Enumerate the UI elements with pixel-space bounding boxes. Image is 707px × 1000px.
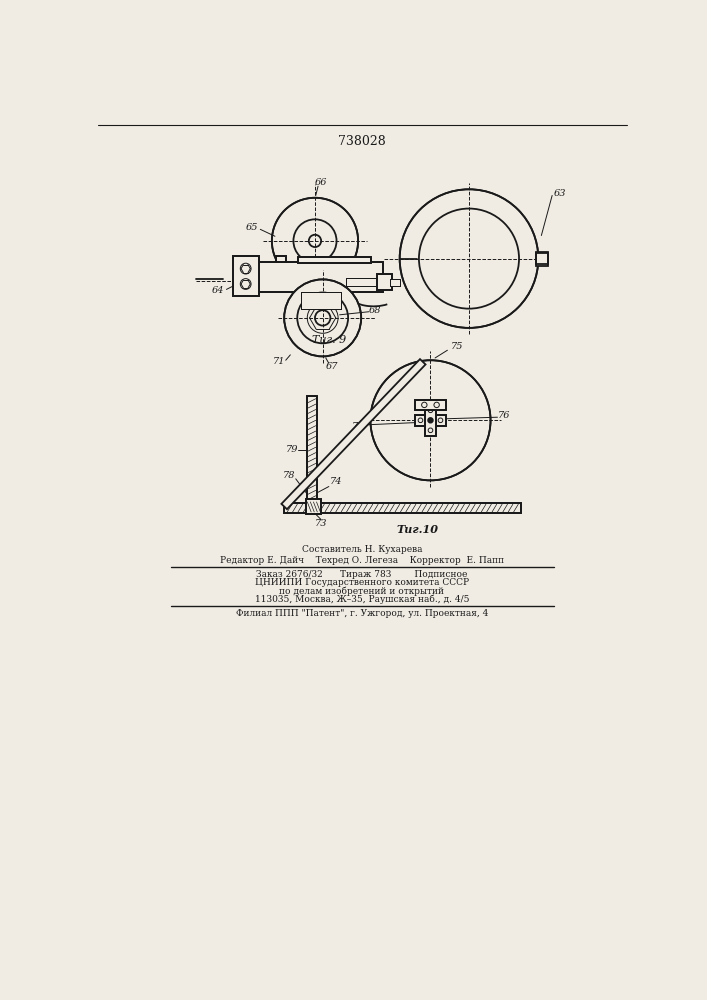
Bar [301,292,341,309]
Circle shape [428,418,433,423]
Text: 71: 71 [274,357,286,366]
Bar [276,256,286,262]
Circle shape [284,279,361,356]
Text: 79: 79 [286,445,298,454]
Bar [258,262,382,292]
Text: 73: 73 [315,519,327,528]
Bar [346,278,382,286]
Bar [308,396,317,508]
Bar [425,405,436,436]
Text: 66: 66 [315,178,327,187]
Circle shape [272,198,358,284]
Bar [415,400,446,410]
Text: 64: 64 [211,286,224,295]
Circle shape [370,360,491,480]
Text: 78: 78 [283,471,295,480]
Bar [298,257,371,263]
Text: по делам изобретений и открытий: по делам изобретений и открытий [279,586,445,596]
Bar [415,415,446,426]
Bar [390,279,400,286]
Bar [233,256,259,296]
Bar [301,292,341,309]
Bar [377,274,392,290]
Text: 65: 65 [245,223,258,232]
Text: Составитель Н. Кухарева: Составитель Н. Кухарева [302,545,422,554]
Bar [233,256,259,296]
Bar [298,257,371,263]
Text: 77: 77 [352,422,364,431]
Text: Τиг. 9: Τиг. 9 [312,335,346,345]
Polygon shape [281,359,426,509]
Bar [308,396,317,508]
Text: Редактор Е. Дайч    Техред О. Легеза    Корректор  Е. Папп: Редактор Е. Дайч Техред О. Легеза Коррек… [220,556,504,565]
Text: 76: 76 [498,411,510,420]
Text: 74: 74 [330,477,343,486]
Text: Филиал ППП "Патент", г. Ужгород, ул. Проектная, 4: Филиал ППП "Патент", г. Ужгород, ул. Про… [235,609,488,618]
Text: 113035, Москва, Ж–35, Раушская наб., д. 4/5: 113035, Москва, Ж–35, Раушская наб., д. … [255,595,469,604]
Text: Заказ 2676/32      Тираж 783        Подписное: Заказ 2676/32 Тираж 783 Подписное [256,570,467,579]
Bar [305,499,321,514]
Bar [284,503,521,513]
Bar [346,278,382,286]
Circle shape [399,189,538,328]
Bar [377,274,392,290]
Bar [425,405,436,436]
Bar [415,400,446,410]
Bar [536,252,549,266]
Text: 75: 75 [451,342,464,351]
Bar [390,279,400,286]
Text: 738028: 738028 [338,135,386,148]
Bar [536,253,549,264]
Bar [276,256,286,262]
Text: 63: 63 [554,189,566,198]
Bar [415,415,446,426]
Text: Τиг.10: Τиг.10 [397,524,438,535]
Text: ЦНИИПИ Государственного комитета СССР: ЦНИИПИ Государственного комитета СССР [255,578,469,587]
Bar [258,262,382,292]
Bar [284,503,521,513]
Text: 68: 68 [369,306,381,315]
Bar [305,499,321,514]
Text: 67: 67 [326,362,338,371]
